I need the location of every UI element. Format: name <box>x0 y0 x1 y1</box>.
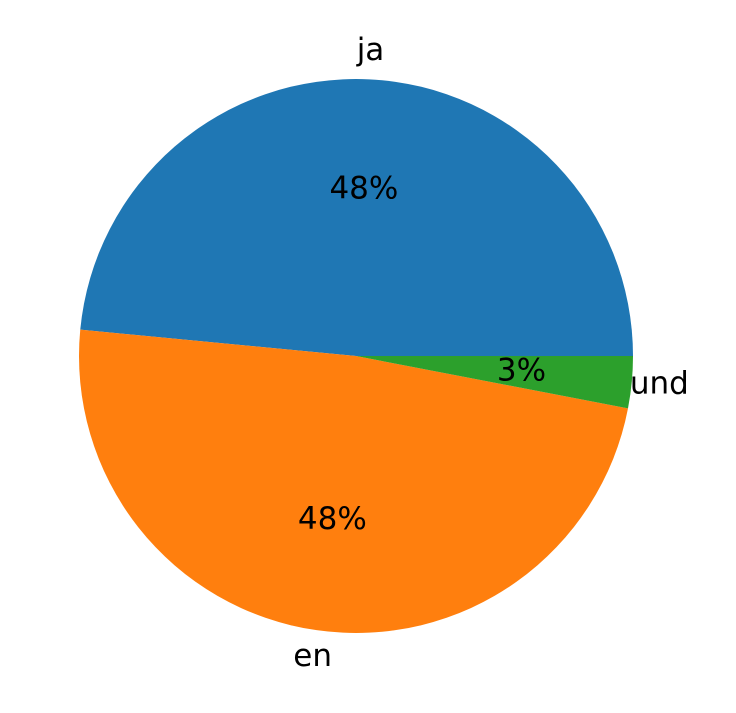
percent-label: 48% <box>298 501 367 537</box>
pie-slice <box>79 329 628 634</box>
percent-label: 48% <box>329 170 398 206</box>
pie-slice <box>80 79 634 356</box>
slice-label: und <box>630 365 689 401</box>
slice-label: ja <box>356 32 385 68</box>
percent-label: 3% <box>497 352 546 388</box>
pie-slice <box>356 356 633 409</box>
slice-label: en <box>293 638 332 674</box>
